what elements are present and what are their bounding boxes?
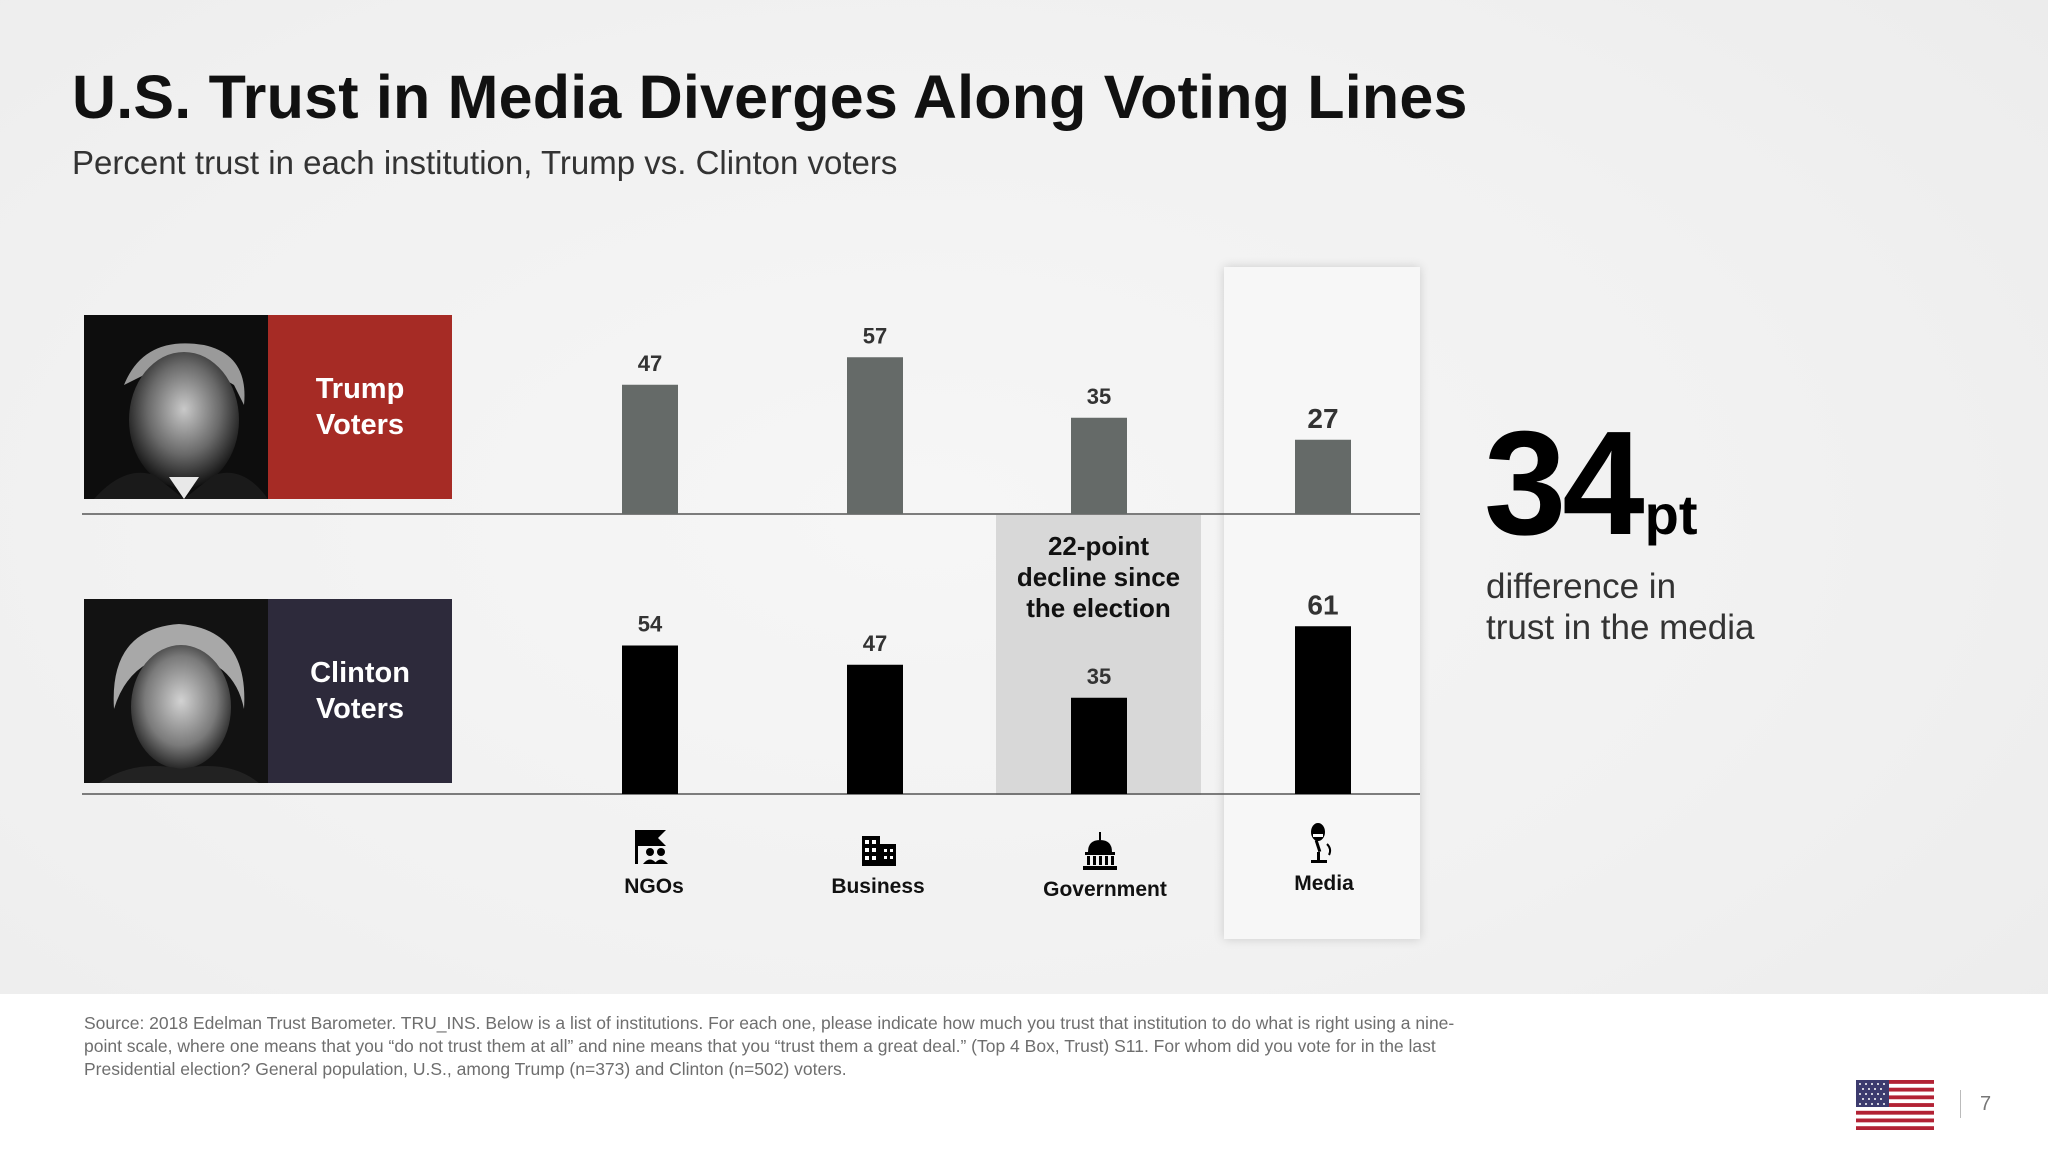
clinton-value-label-media: 61 xyxy=(1307,589,1338,620)
trump-bar-business xyxy=(847,357,903,514)
page-title: U.S. Trust in Media Diverges Along Votin… xyxy=(72,63,1468,131)
category-label-business: Business xyxy=(831,875,925,898)
trump-value-label-ngos: 47 xyxy=(638,351,662,376)
media-difference-stat: 34pt xyxy=(1484,401,1698,566)
clinton-value-label-ngos: 54 xyxy=(638,612,663,637)
trump-value-label-government: 35 xyxy=(1087,384,1111,409)
business-icon xyxy=(858,828,900,870)
clinton-bar-ngos xyxy=(622,645,678,794)
media-icon xyxy=(1301,822,1343,864)
government-icon xyxy=(1079,830,1121,872)
page-number-separator xyxy=(1960,1090,1961,1118)
clinton-portrait xyxy=(84,599,268,783)
clinton-value-label-government: 35 xyxy=(1087,664,1111,689)
category-label-government: Government xyxy=(1043,878,1167,901)
category-label-media: Media xyxy=(1294,872,1354,895)
trump-voters-label: Trump Voters xyxy=(268,315,452,499)
trump-bar-media xyxy=(1295,439,1351,514)
trump-bar-government xyxy=(1071,417,1127,514)
clinton-bar-government xyxy=(1071,697,1127,794)
trump-bar-ngos xyxy=(622,384,678,514)
trump-value-label-media: 27 xyxy=(1307,403,1338,434)
page-number: 7 xyxy=(1980,1093,1992,1115)
category-label-ngos: NGOs xyxy=(624,875,684,898)
ngo-icon xyxy=(630,826,672,868)
source-note: Source: 2018 Edelman Trust Barometer. TR… xyxy=(84,1013,1455,1079)
media-difference-caption: difference in trust in the media xyxy=(1486,567,1755,647)
trump-portrait xyxy=(84,315,268,499)
page-subtitle: Percent trust in each institution, Trump… xyxy=(72,144,898,181)
us-flag-icon xyxy=(1856,1080,1934,1130)
clinton-bar-media xyxy=(1295,626,1351,794)
clinton-bar-business xyxy=(847,664,903,794)
clinton-value-label-business: 47 xyxy=(863,631,887,656)
footer-band xyxy=(0,994,2048,1152)
clinton-voters-label: Clinton Voters xyxy=(268,599,452,783)
trump-value-label-business: 57 xyxy=(863,323,887,348)
government-decline-callout: 22-point decline since the election xyxy=(1016,531,1181,623)
